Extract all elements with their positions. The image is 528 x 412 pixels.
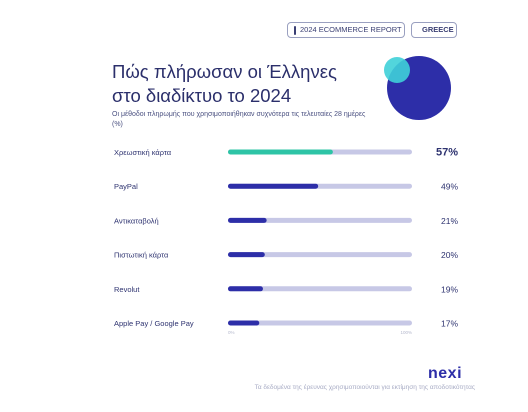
bar <box>228 320 260 326</box>
bar <box>228 217 267 223</box>
bar <box>228 252 265 258</box>
category-label: Πιστωτική κάρτα <box>114 251 169 260</box>
value-label: 19% <box>441 284 458 294</box>
document-icon <box>294 25 296 35</box>
bar <box>228 286 263 292</box>
value-label: 20% <box>441 250 458 260</box>
chart-title: Πώς πλήρωσαν οι Έλληνες στο διαδίκτυο το… <box>112 60 412 108</box>
decorative-circle-small <box>384 57 410 83</box>
footer-note: Τα δεδομένα της έρευνας χρησιμοποιούνται… <box>254 384 475 391</box>
value-label: 17% <box>441 319 458 329</box>
category-label: Apple Pay / Google Pay <box>114 319 194 328</box>
axis-tick-label: 100% <box>400 330 412 335</box>
bar-track <box>228 252 412 258</box>
bar-track <box>228 217 412 223</box>
bar <box>228 149 333 155</box>
category-label: Αντικαταβολή <box>114 216 159 225</box>
report-badge: 2024 ECOMMERCE REPORT <box>287 22 405 38</box>
category-label: PayPal <box>114 182 138 191</box>
axis-tick-label: 0% <box>228 330 235 335</box>
value-label: 21% <box>441 216 458 226</box>
chart-subtitle: Οι μέθοδοι πληρωμής που χρησιμοποιήθηκαν… <box>112 111 366 128</box>
country-label: GREECE <box>422 25 454 34</box>
category-label: Χρεωστική κάρτα <box>114 148 172 157</box>
chart-title-line-1: Πώς πλήρωσαν οι Έλληνες <box>112 61 337 82</box>
bar <box>228 183 319 189</box>
chart-title-line-2: στο διαδίκτυο το 2024 <box>112 85 292 106</box>
country-badge: GREECE <box>411 22 457 38</box>
value-label: 49% <box>441 182 458 192</box>
bar-track <box>228 320 412 326</box>
category-label: Revolut <box>114 285 140 294</box>
value-label: 57% <box>436 147 458 159</box>
report-label: 2024 ECOMMERCE REPORT <box>300 25 402 34</box>
bar-track <box>228 286 412 292</box>
nexi-logo: nexi <box>428 365 463 382</box>
